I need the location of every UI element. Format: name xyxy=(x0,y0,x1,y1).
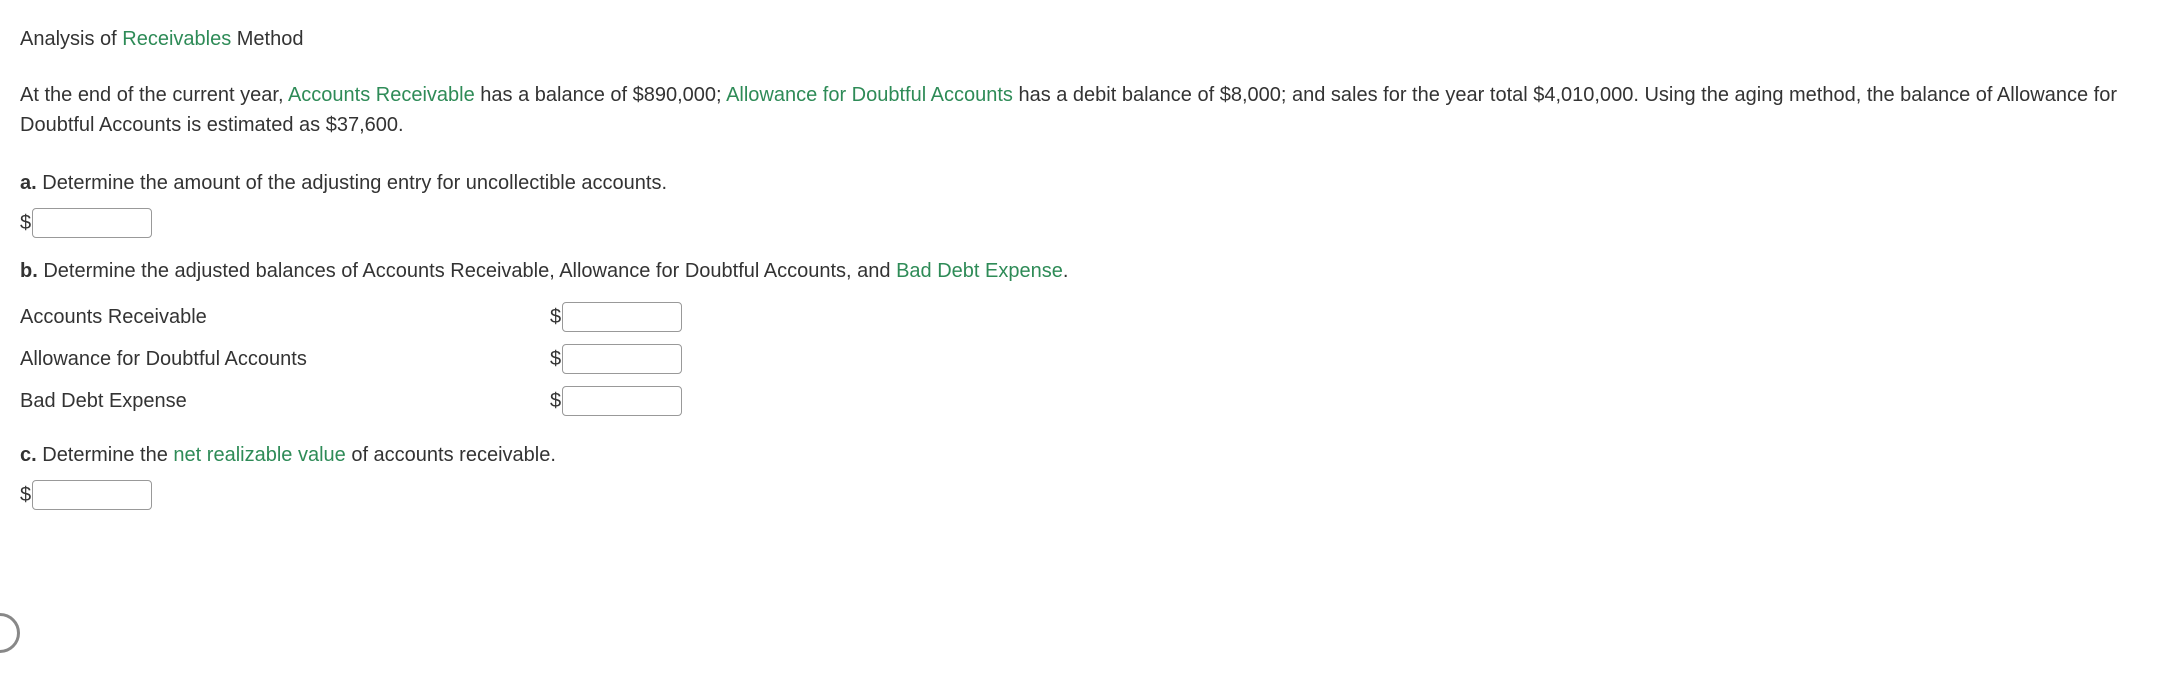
decorative-circle xyxy=(0,613,20,653)
question-a-label: a. Determine the amount of the adjusting… xyxy=(20,168,2140,198)
allowance-doubtful-label: Allowance for Doubtful Accounts xyxy=(20,344,550,374)
question-b-letter: b. xyxy=(20,260,38,282)
dollar-sign: $ xyxy=(550,344,561,374)
question-c-text-1: Determine the xyxy=(37,444,174,466)
question-c-input-row: $ xyxy=(20,480,2140,510)
question-a-letter: a. xyxy=(20,172,37,194)
question-b-text-1: Determine the adjusted balances of Accou… xyxy=(38,260,896,282)
question-b-text-2: . xyxy=(1063,260,1069,282)
table-row: Bad Debt Expense $ xyxy=(20,380,2140,422)
intro-paragraph: At the end of the current year, Accounts… xyxy=(20,80,2140,140)
dollar-sign: $ xyxy=(550,302,561,332)
table-row: Allowance for Doubtful Accounts $ xyxy=(20,338,2140,380)
net-realizable-value-input[interactable] xyxy=(32,480,152,510)
adjusting-entry-input[interactable] xyxy=(32,208,152,238)
dollar-sign: $ xyxy=(550,386,561,416)
term-receivables[interactable]: Receivables xyxy=(122,28,231,50)
accounts-receivable-label: Accounts Receivable xyxy=(20,302,550,332)
intro-text-1: At the end of the current year, xyxy=(20,84,288,106)
question-a-text: Determine the amount of the adjusting en… xyxy=(37,172,667,194)
question-b: b. Determine the adjusted balances of Ac… xyxy=(20,256,2140,422)
heading-text-1: Analysis of xyxy=(20,28,122,50)
bad-debt-expense-input[interactable] xyxy=(562,386,682,416)
dollar-sign: $ xyxy=(20,480,31,510)
allowance-doubtful-input[interactable] xyxy=(562,344,682,374)
question-c-label: c. Determine the net realizable value of… xyxy=(20,440,2140,470)
term-accounts-receivable[interactable]: Accounts Receivable xyxy=(288,84,475,106)
term-net-realizable-value[interactable]: net realizable value xyxy=(173,444,345,466)
question-c: c. Determine the net realizable value of… xyxy=(20,440,2140,510)
question-b-label: b. Determine the adjusted balances of Ac… xyxy=(20,256,2140,286)
accounts-receivable-input[interactable] xyxy=(562,302,682,332)
heading-text-2: Method xyxy=(231,28,303,50)
question-a: a. Determine the amount of the adjusting… xyxy=(20,168,2140,238)
bad-debt-expense-label: Bad Debt Expense xyxy=(20,386,550,416)
intro-text-2: has a balance of $890,000; xyxy=(475,84,726,106)
page-heading: Analysis of Receivables Method xyxy=(20,24,2140,54)
question-a-input-row: $ xyxy=(20,208,2140,238)
table-row: Accounts Receivable $ xyxy=(20,296,2140,338)
question-c-text-2: of accounts receivable. xyxy=(346,444,556,466)
balance-table: Accounts Receivable $ Allowance for Doub… xyxy=(20,296,2140,422)
term-allowance-doubtful-accounts[interactable]: Allowance for Doubtful Accounts xyxy=(726,84,1013,106)
term-bad-debt-expense[interactable]: Bad Debt Expense xyxy=(896,260,1063,282)
question-c-letter: c. xyxy=(20,444,37,466)
dollar-sign: $ xyxy=(20,208,31,238)
